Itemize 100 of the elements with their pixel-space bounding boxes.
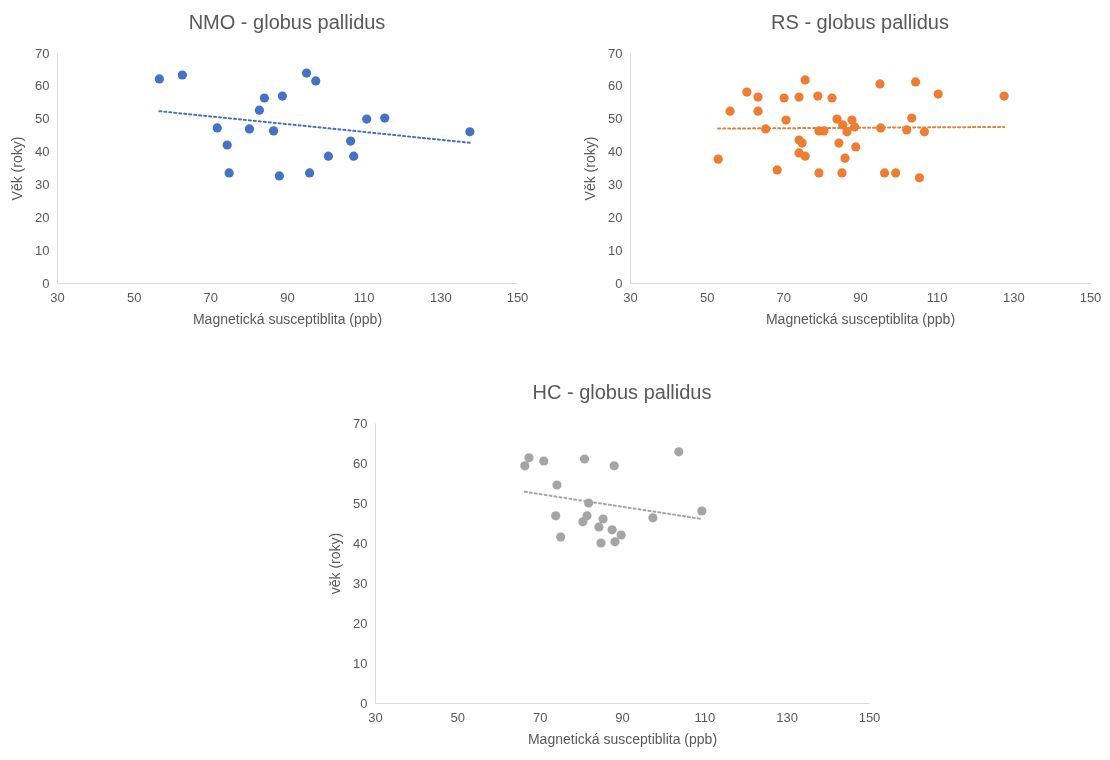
point — [607, 525, 617, 535]
x-tick-label: 90 — [280, 289, 295, 305]
point — [596, 538, 606, 548]
point — [697, 506, 707, 516]
x-tick-label: 70 — [532, 709, 548, 725]
point — [578, 517, 588, 527]
x-tick-label: 110 — [353, 289, 375, 305]
point — [598, 514, 608, 524]
point — [772, 165, 782, 175]
point — [268, 126, 279, 136]
point — [465, 127, 475, 137]
point — [552, 480, 562, 490]
point — [346, 136, 356, 146]
point — [301, 68, 312, 78]
x-tick-label: 30 — [368, 709, 383, 725]
y-tick-label: 50 — [35, 111, 50, 127]
point — [891, 168, 901, 178]
y-tick-label: 50 — [608, 111, 623, 127]
point — [362, 114, 372, 124]
point — [800, 75, 810, 85]
point — [837, 168, 847, 178]
y-tick-label: 50 — [353, 495, 368, 511]
point — [742, 87, 752, 97]
x-tick-label: 130 — [1002, 289, 1025, 305]
point — [910, 77, 921, 87]
y-tick-label: 30 — [353, 575, 368, 591]
point — [875, 79, 885, 89]
point — [919, 127, 930, 137]
point — [224, 168, 234, 178]
point — [753, 92, 763, 102]
x-tick-label: 130 — [429, 289, 452, 305]
point — [154, 74, 164, 84]
point — [616, 530, 626, 540]
x-tick-label: 150 — [506, 289, 529, 305]
point — [933, 89, 943, 99]
y-tick-label: 30 — [35, 176, 50, 192]
point — [524, 453, 534, 463]
point — [851, 142, 861, 152]
point — [539, 456, 549, 466]
point — [827, 93, 837, 103]
point — [579, 454, 590, 464]
y-tick-label: 40 — [608, 144, 623, 160]
y-axis-title: Věk (roky) — [9, 136, 26, 201]
y-axis-title: Věk (roky) — [582, 136, 599, 201]
point — [222, 140, 232, 150]
x-tick-label: 70 — [203, 289, 219, 305]
x-tick-label: 90 — [615, 709, 630, 725]
point — [551, 511, 561, 521]
x-tick-label: 130 — [776, 709, 799, 725]
point — [648, 513, 658, 523]
point — [814, 168, 824, 178]
point — [725, 106, 735, 116]
point — [794, 92, 804, 102]
y-tick-label: 10 — [353, 655, 368, 671]
x-axis-title: Magnetická susceptiblita (ppb) — [527, 730, 718, 747]
x-tick-label: 50 — [699, 289, 715, 305]
x-tick-label: 110 — [694, 709, 716, 725]
y-tick-label: 0 — [615, 275, 623, 291]
y-tick-label: 20 — [35, 209, 50, 225]
point — [879, 168, 890, 178]
y-axis-title: věk (roky) — [327, 532, 344, 595]
y-tick-label: 60 — [608, 78, 623, 94]
point — [244, 124, 255, 134]
point — [254, 105, 265, 115]
point — [212, 123, 222, 133]
x-tick-label: 90 — [853, 289, 868, 305]
y-tick-label: 20 — [608, 209, 623, 225]
y-tick-label: 70 — [608, 45, 623, 61]
point — [520, 461, 530, 471]
point — [274, 171, 284, 181]
y-tick-label: 10 — [608, 242, 623, 258]
y-tick-label: 40 — [353, 535, 368, 551]
y-tick-label: 70 — [35, 45, 50, 61]
point — [999, 91, 1009, 101]
point — [674, 447, 684, 457]
y-tick-label: 0 — [360, 695, 368, 711]
point — [277, 91, 288, 101]
x-tick-label: 70 — [776, 289, 792, 305]
point — [753, 106, 763, 116]
point — [311, 76, 321, 86]
point — [610, 537, 620, 547]
point — [779, 93, 789, 103]
point — [177, 70, 187, 80]
y-tick-label: 20 — [353, 615, 368, 631]
point — [594, 522, 604, 532]
point — [556, 532, 566, 542]
point — [832, 114, 842, 124]
x-axis-title: Magnetická susceptiblita (ppb) — [192, 310, 383, 327]
y-tick-label: 60 — [353, 455, 368, 471]
point — [800, 151, 810, 161]
point — [259, 93, 269, 103]
point — [781, 115, 791, 125]
y-tick-label: 10 — [35, 242, 50, 258]
point — [713, 154, 723, 164]
x-tick-label: 50 — [126, 289, 142, 305]
y-tick-label: 0 — [42, 275, 50, 291]
point — [914, 173, 925, 183]
point — [609, 461, 619, 471]
point — [380, 113, 390, 123]
x-tick-label: 50 — [450, 709, 466, 725]
